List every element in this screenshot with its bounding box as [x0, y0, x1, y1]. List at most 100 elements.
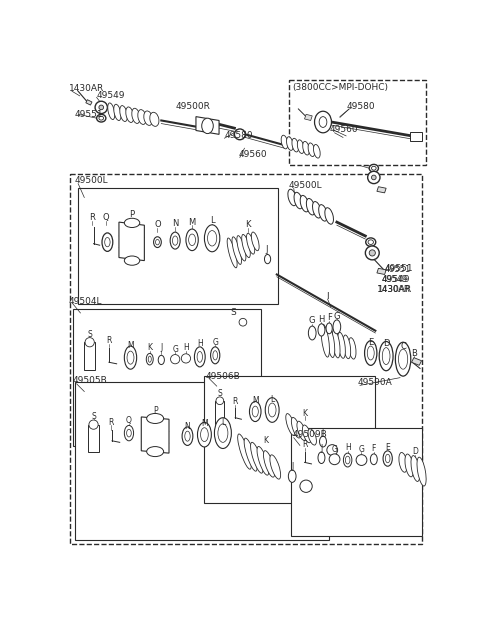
Ellipse shape [308, 429, 316, 445]
Text: G: G [172, 345, 178, 353]
Text: G: G [359, 445, 364, 454]
Ellipse shape [343, 453, 352, 467]
Text: M: M [127, 341, 134, 350]
Circle shape [89, 420, 98, 429]
Ellipse shape [213, 351, 217, 360]
Bar [84, 342, 95, 370]
Text: 49500L: 49500L [288, 181, 322, 191]
Text: J: J [291, 462, 293, 472]
Circle shape [99, 105, 104, 110]
Circle shape [372, 175, 376, 180]
Ellipse shape [383, 451, 392, 466]
Text: M: M [252, 396, 259, 405]
Ellipse shape [124, 346, 137, 369]
Ellipse shape [270, 455, 281, 479]
Ellipse shape [238, 434, 251, 469]
Text: 49551: 49551 [384, 264, 413, 273]
Ellipse shape [158, 355, 164, 365]
Circle shape [239, 318, 247, 326]
Text: 49551: 49551 [384, 264, 411, 274]
Ellipse shape [314, 111, 332, 133]
Ellipse shape [292, 138, 299, 152]
Ellipse shape [244, 438, 257, 471]
Ellipse shape [405, 454, 414, 477]
Text: F: F [372, 444, 376, 453]
Text: P: P [130, 210, 134, 219]
Circle shape [327, 444, 337, 456]
Circle shape [216, 397, 224, 405]
Ellipse shape [281, 135, 288, 149]
Text: S: S [231, 308, 237, 318]
Ellipse shape [382, 348, 390, 365]
Text: O: O [154, 220, 161, 229]
Ellipse shape [124, 219, 140, 228]
Ellipse shape [124, 425, 133, 441]
Ellipse shape [197, 422, 211, 447]
Circle shape [85, 337, 94, 347]
Text: H: H [197, 339, 203, 348]
Bar [410, 132, 421, 141]
Ellipse shape [264, 254, 271, 264]
Ellipse shape [291, 417, 301, 438]
Text: G: G [212, 338, 218, 347]
Ellipse shape [288, 189, 297, 206]
Ellipse shape [146, 353, 153, 365]
Ellipse shape [114, 104, 121, 121]
Ellipse shape [138, 110, 146, 124]
Text: K: K [263, 436, 268, 444]
Ellipse shape [132, 108, 140, 123]
Text: 49509B: 49509B [292, 430, 327, 439]
Ellipse shape [318, 324, 325, 336]
Ellipse shape [215, 418, 231, 449]
Polygon shape [411, 358, 421, 365]
Bar [291, 428, 421, 536]
Ellipse shape [252, 232, 259, 251]
Bar [78, 188, 278, 304]
Circle shape [170, 355, 180, 364]
Text: L: L [221, 418, 225, 427]
Ellipse shape [197, 352, 203, 362]
Ellipse shape [150, 112, 159, 126]
Text: K: K [246, 220, 251, 229]
Text: (3800CC>MPI-DOHC): (3800CC>MPI-DOHC) [292, 83, 388, 92]
Ellipse shape [379, 342, 393, 371]
Ellipse shape [294, 193, 303, 209]
Text: P: P [153, 405, 157, 415]
Ellipse shape [185, 431, 190, 441]
Text: S: S [91, 412, 96, 421]
Text: I: I [326, 292, 329, 301]
Ellipse shape [343, 335, 351, 358]
Ellipse shape [147, 446, 164, 457]
Text: E: E [368, 338, 373, 347]
Ellipse shape [300, 196, 309, 212]
Text: L: L [210, 216, 215, 225]
Circle shape [300, 480, 312, 492]
Bar [289, 80, 426, 165]
Circle shape [368, 171, 380, 184]
Ellipse shape [232, 237, 241, 264]
Ellipse shape [204, 225, 220, 252]
Bar [73, 309, 262, 446]
Circle shape [329, 454, 340, 465]
Ellipse shape [308, 143, 315, 157]
Text: K: K [302, 409, 307, 418]
Text: 49549: 49549 [382, 275, 408, 284]
Ellipse shape [332, 330, 340, 358]
Ellipse shape [303, 141, 310, 155]
Text: H: H [318, 314, 324, 324]
Ellipse shape [218, 424, 228, 443]
Ellipse shape [186, 229, 198, 251]
Text: J: J [320, 444, 323, 453]
Ellipse shape [170, 232, 180, 249]
Ellipse shape [247, 233, 255, 254]
Bar [215, 400, 225, 424]
Ellipse shape [372, 167, 376, 170]
Ellipse shape [202, 118, 213, 134]
Text: J: J [322, 428, 324, 437]
Ellipse shape [251, 443, 263, 473]
Ellipse shape [148, 356, 151, 362]
Ellipse shape [242, 235, 250, 258]
Text: R: R [106, 336, 112, 345]
Ellipse shape [99, 116, 104, 120]
Text: C: C [400, 342, 406, 350]
